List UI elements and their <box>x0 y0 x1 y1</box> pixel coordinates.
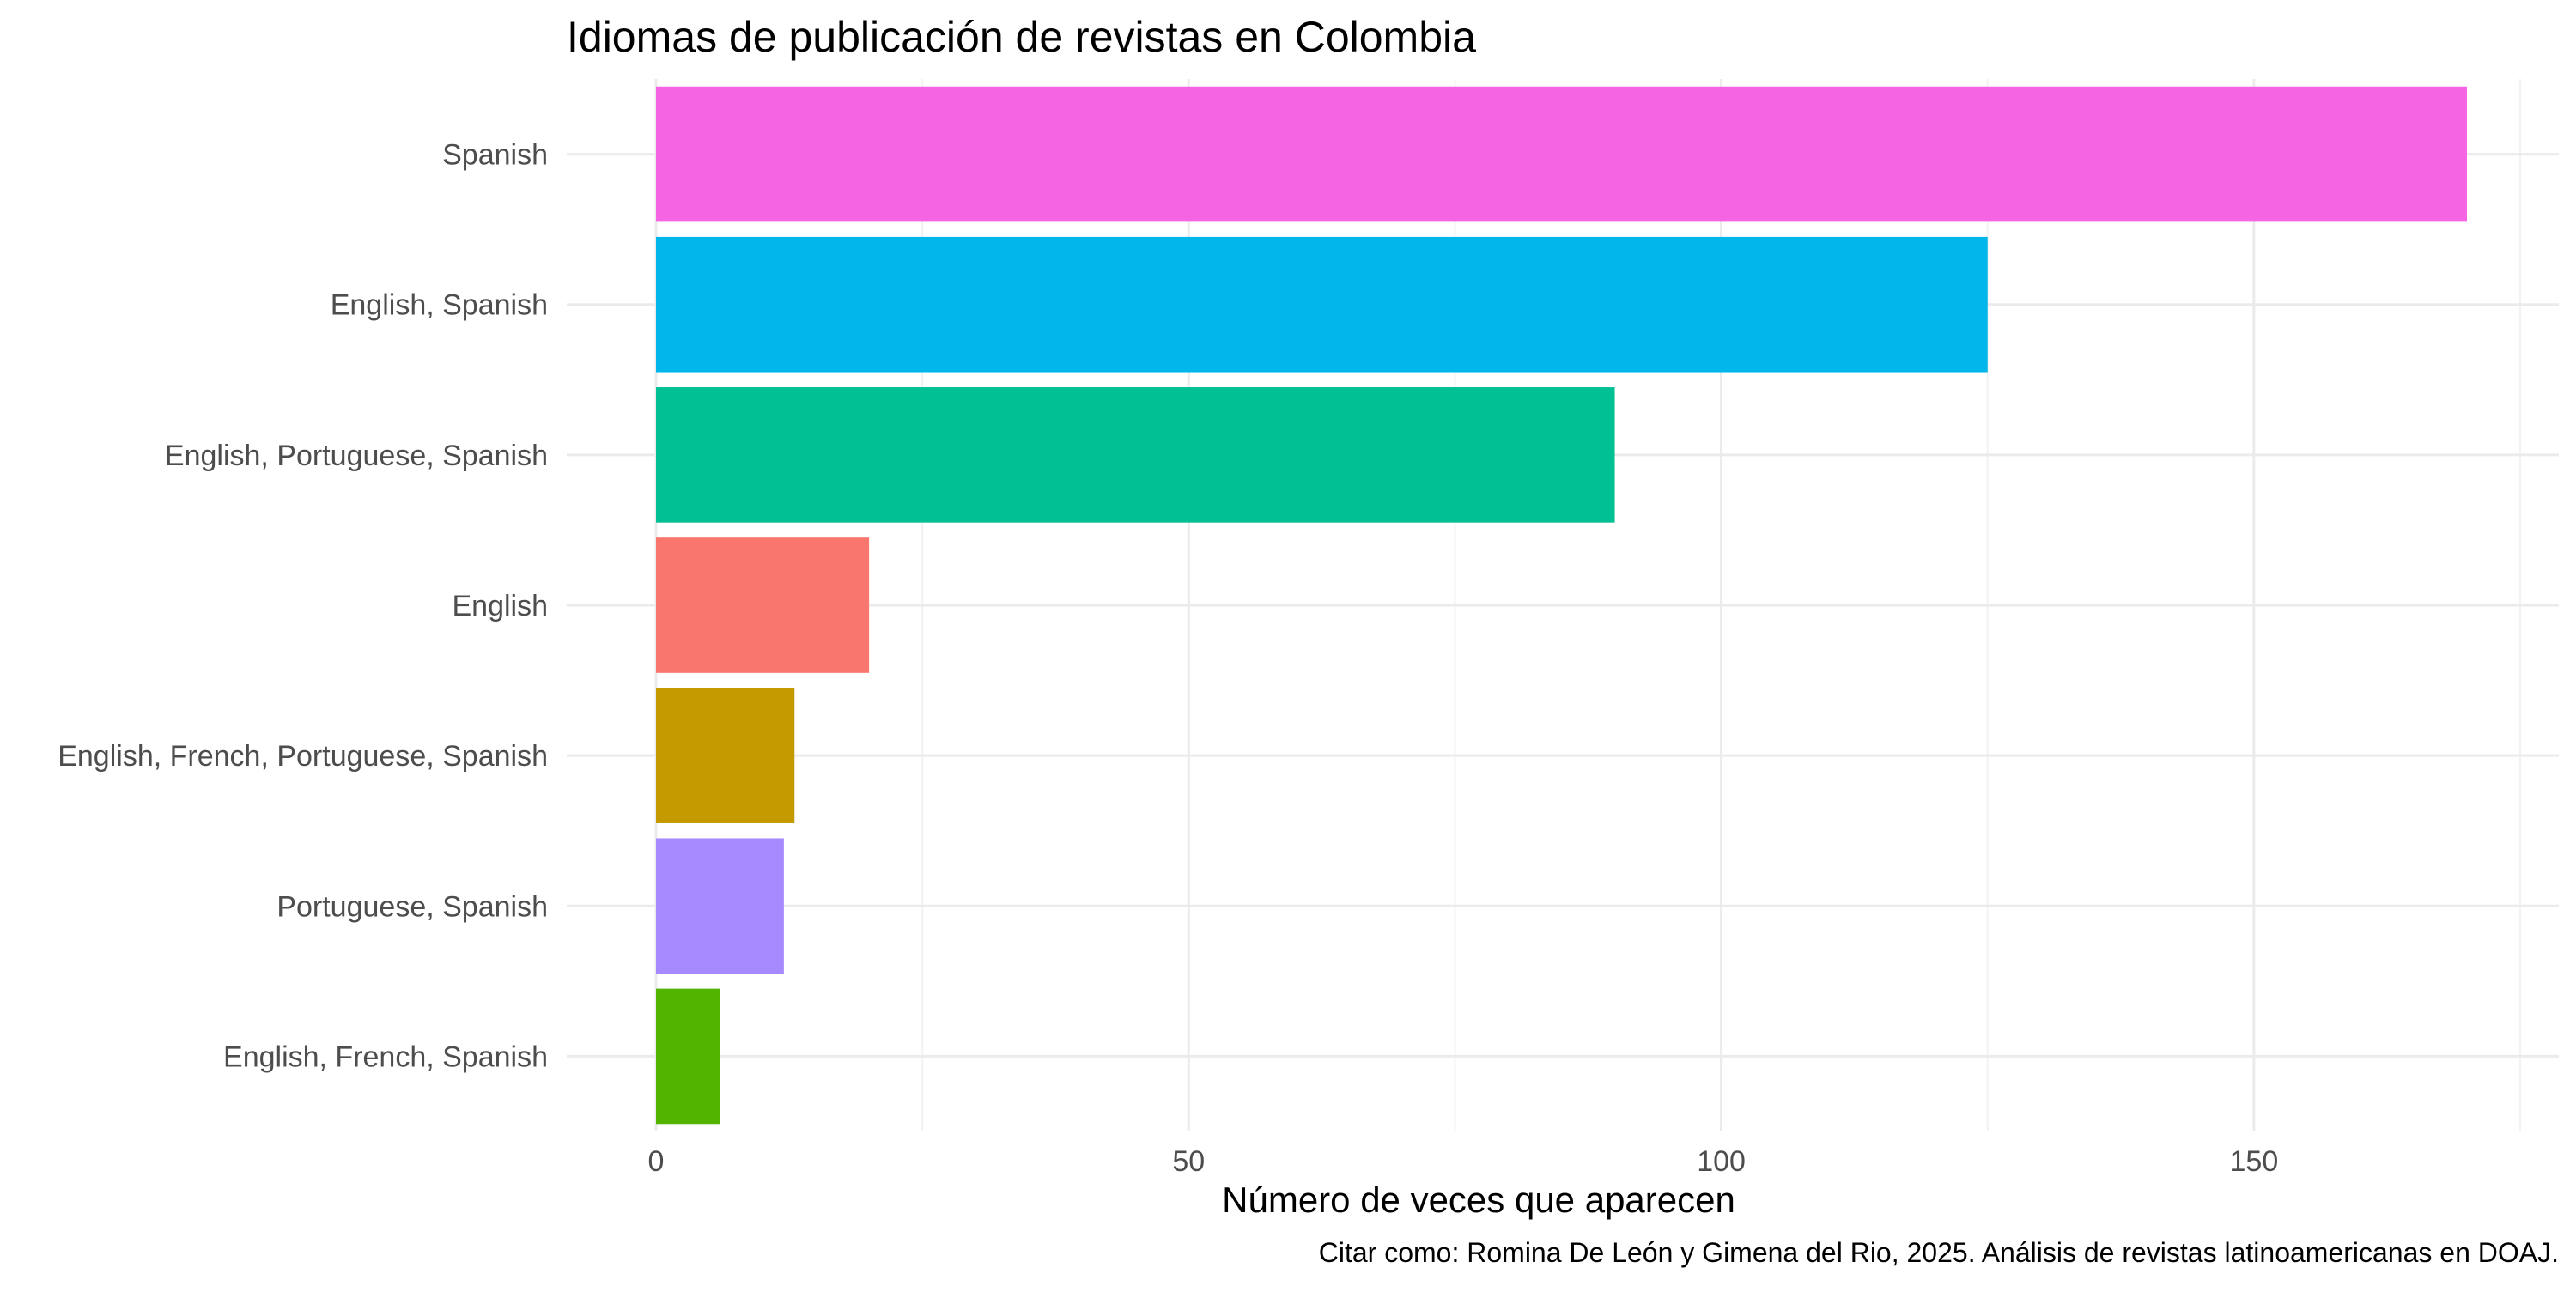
x-axis-title: Número de veces que aparecen <box>1222 1180 1735 1220</box>
x-tick-label: 100 <box>1697 1145 1746 1178</box>
x-tick-label: 0 <box>648 1145 665 1178</box>
bar <box>656 838 784 974</box>
y-tick-label: English, French, Spanish <box>223 1040 548 1073</box>
bars <box>656 86 2467 1125</box>
x-axis-ticks: 0 50 100 150 <box>648 1145 2279 1178</box>
bar <box>656 988 720 1125</box>
y-tick-label: English <box>452 590 548 622</box>
bar <box>656 537 870 673</box>
bar <box>656 236 1988 373</box>
y-tick-label: English, Spanish <box>331 289 548 322</box>
y-tick-label: English, French, Portuguese, Spanish <box>58 740 548 773</box>
bar <box>656 86 2467 222</box>
bar <box>656 688 795 823</box>
bar <box>656 387 1615 523</box>
x-tick-label: 50 <box>1172 1145 1205 1178</box>
y-tick-label: Spanish <box>442 139 548 172</box>
x-tick-label: 150 <box>2230 1145 2279 1178</box>
y-tick-label: Portuguese, Spanish <box>276 890 548 923</box>
y-tick-label: English, Portuguese, Spanish <box>165 440 548 472</box>
chart-caption: Citar como: Romina De León y Gimena del … <box>1319 1237 2559 1268</box>
y-axis-labels: Spanish English, Spanish English, Portugue… <box>58 139 548 1074</box>
chart-title: Idiomas de publicación de revistas en Co… <box>567 13 1476 61</box>
